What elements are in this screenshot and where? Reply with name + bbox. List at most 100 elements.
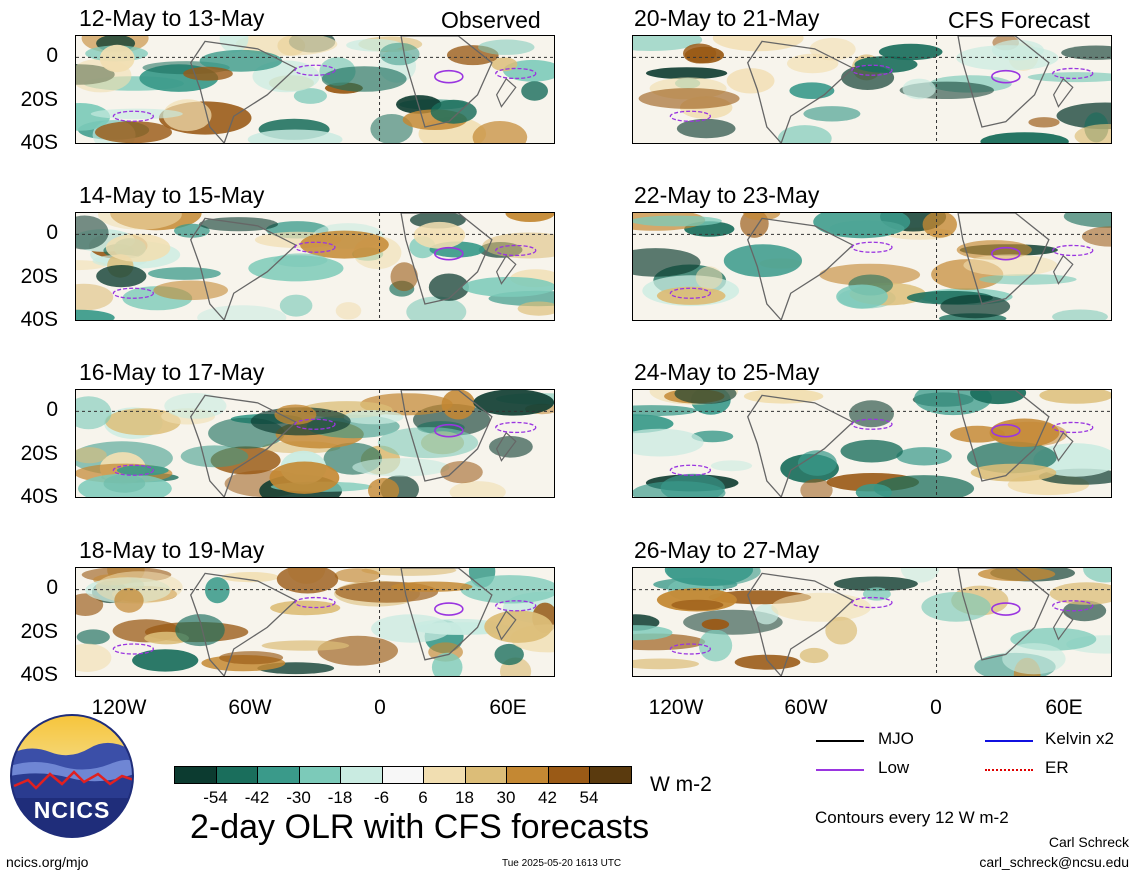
lat-label: 20S (20, 620, 58, 643)
lon-label: 120W (648, 696, 704, 719)
colorbar-units: W m-2 (650, 773, 712, 796)
low-contour (851, 241, 893, 253)
lat-label: 0 (46, 44, 58, 67)
olr-field (76, 390, 554, 497)
olr-anomaly-blob (921, 592, 991, 622)
olr-anomaly-blob (940, 294, 1011, 319)
olr-anomaly-blob (183, 66, 233, 81)
olr-anomaly-blob (777, 125, 832, 143)
colorbar-tick-label: 18 (455, 788, 474, 807)
olr-anomaly-blob (671, 599, 724, 611)
olr-anomaly-blob (343, 410, 404, 425)
olr-anomaly-blob (317, 635, 398, 666)
olr-anomaly-blob (638, 88, 740, 109)
olr-anomaly-blob (334, 568, 381, 583)
lon-label: 0 (374, 696, 386, 719)
lat-label: 40S (20, 663, 58, 686)
olr-anomaly-blob (633, 658, 699, 670)
olr-anomaly-blob (105, 233, 171, 262)
low-contour-solid (434, 423, 464, 438)
colorbar-tick-label: -42 (244, 788, 270, 807)
olr-anomaly-blob (377, 427, 479, 459)
low-contour (112, 464, 155, 476)
olr-anomaly-blob (368, 478, 400, 497)
olr-anomaly-blob (833, 576, 918, 592)
olr-anomaly-blob (723, 244, 802, 278)
olr-anomaly-blob (633, 481, 726, 497)
colorbar-tick-label: 6 (418, 788, 428, 807)
olr-anomaly-blob (269, 461, 340, 494)
olr-anomaly-blob (683, 43, 717, 64)
olr-anomaly-blob (676, 118, 736, 139)
olr-anomaly-blob (96, 265, 147, 288)
low-contour (294, 596, 336, 609)
olr-anomaly-blob (896, 447, 952, 466)
ncics-logo: NCICS (10, 714, 134, 838)
olr-anomaly-blob (1027, 72, 1111, 83)
low-contour (669, 464, 712, 476)
colorbar-tick-label: -54 (203, 788, 228, 807)
olr-anomaly-blob (460, 575, 554, 604)
low-contour (495, 600, 537, 612)
olr-anomaly-blob (98, 213, 182, 230)
madagascar-outline (1052, 431, 1074, 462)
low-contour-solid (434, 69, 464, 84)
olr-anomaly-blob (219, 36, 249, 53)
timestamp: Tue 2025-05-20 1613 UTC (502, 858, 622, 869)
olr-anomaly-blob (406, 296, 467, 320)
lat-label: 20S (20, 265, 58, 288)
africa-outline (400, 568, 493, 661)
low-contour (851, 418, 893, 430)
south-america-outline (746, 217, 855, 320)
low-contour (669, 110, 712, 122)
low-contour (851, 64, 893, 76)
olr-anomaly-blob (462, 276, 554, 297)
olr-anomaly-blob (813, 213, 911, 239)
olr-anomaly-blob (76, 643, 112, 672)
olr-anomaly-blob (900, 568, 940, 583)
olr-anomaly-blob (428, 273, 469, 301)
olr-anomaly-blob (361, 568, 457, 576)
olr-anomaly-blob (1039, 390, 1111, 404)
africa-outline (400, 36, 493, 128)
olr-anomaly-blob (712, 36, 804, 52)
olr-anomaly-blob (76, 103, 111, 131)
africa-outline (400, 213, 493, 305)
olr-field (76, 36, 554, 143)
olr-anomaly-blob (800, 478, 833, 497)
olr-anomaly-blob (391, 581, 473, 592)
low-contour-solid (991, 423, 1021, 438)
low-contour (495, 244, 537, 257)
legend-mjo-line (816, 740, 864, 742)
olr-map (632, 35, 1112, 144)
olr-anomaly-blob (379, 42, 420, 66)
olr-anomaly-blob (1049, 582, 1111, 605)
low-contour-solid (434, 602, 464, 616)
low-contour (112, 643, 155, 655)
madagascar-outline (495, 610, 517, 641)
olr-anomaly-blob (743, 390, 824, 404)
lon-label: 60E (489, 696, 527, 719)
legend-er-label: ER (1045, 758, 1069, 777)
low-contour (294, 241, 336, 253)
ncics-url[interactable]: ncics.org/mjo (6, 854, 89, 870)
olr-anomaly-blob (970, 390, 1027, 405)
olr-anomaly-blob (633, 215, 722, 227)
olr-anomaly-blob (261, 640, 350, 651)
olr-anomaly-blob (698, 629, 733, 662)
south-america-outline (746, 394, 855, 497)
low-contour-solid (991, 246, 1021, 261)
low-contour (1052, 244, 1094, 257)
colorbar-swatch (215, 766, 258, 784)
olr-anomaly-blob (674, 390, 737, 404)
olr-anomaly-blob (1063, 600, 1107, 622)
olr-anomaly-blob (726, 68, 775, 94)
madagascar-outline (1052, 254, 1074, 285)
olr-anomaly-blob (633, 248, 701, 277)
colorbar-tick-label: -6 (373, 788, 390, 807)
madagascar-outline (495, 77, 517, 108)
panel-title: 18-May to 19-May (79, 537, 265, 563)
email[interactable]: carl_schreck@ncsu.edu (979, 854, 1129, 870)
olr-anomaly-blob (656, 286, 726, 305)
low-contour (294, 418, 336, 430)
